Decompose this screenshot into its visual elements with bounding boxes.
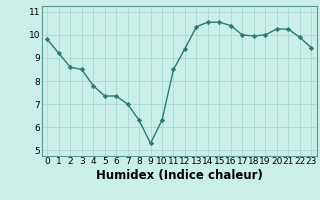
X-axis label: Humidex (Indice chaleur): Humidex (Indice chaleur) — [96, 169, 263, 182]
